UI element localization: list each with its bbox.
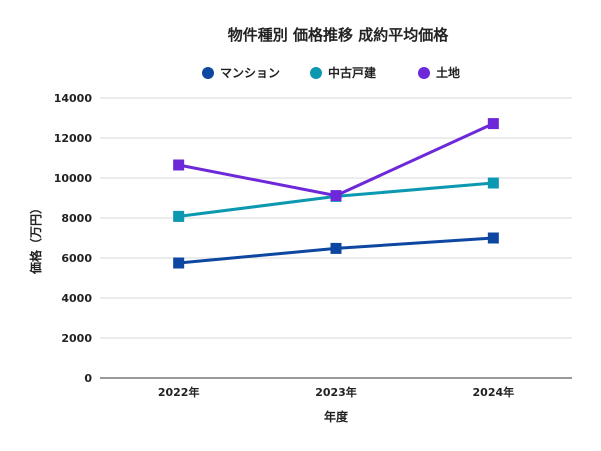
gridlines: [100, 97, 572, 339]
series-0: [173, 232, 499, 269]
legend-swatch-mansion: [202, 67, 214, 79]
series-line: [178, 122, 494, 198]
data-point-marker[interactable]: [173, 210, 185, 222]
y-tick-label: 0: [84, 372, 92, 385]
chart-title: 物件種別 価格推移 成約平均価格: [228, 26, 449, 44]
x-axis-title: 年度: [324, 409, 349, 424]
legend-label-land: 土地: [436, 65, 460, 80]
legend-label-mansion: マンション: [220, 66, 280, 80]
legend-item-used-house[interactable]: 中古戸建: [310, 65, 377, 80]
x-tick-label: 2024年: [473, 385, 515, 399]
x-axis-ticks: 2022年 2023年 2024年: [158, 385, 514, 399]
data-point-marker[interactable]: [330, 190, 342, 202]
y-axis-ticks: 0 2000 4000 6000 8000 10000 12000 14000: [54, 92, 93, 385]
series-lines: [173, 118, 499, 269]
legend-swatch-land: [418, 67, 430, 79]
data-point-marker[interactable]: [173, 159, 185, 171]
data-point-marker[interactable]: [330, 242, 342, 254]
y-tick-label: 8000: [61, 212, 92, 225]
legend-item-mansion[interactable]: マンション: [202, 66, 280, 80]
y-tick-label: 10000: [54, 172, 93, 185]
y-tick-label: 12000: [54, 132, 93, 145]
y-tick-label: 14000: [54, 92, 93, 105]
y-tick-label: 6000: [61, 252, 92, 265]
series-2: [173, 118, 499, 202]
data-point-marker[interactable]: [487, 118, 499, 130]
legend-swatch-used-house: [310, 67, 322, 79]
y-tick-label: 2000: [61, 332, 92, 345]
legend-label-used-house: 中古戸建: [328, 65, 377, 80]
legend: マンション 中古戸建 土地: [202, 65, 460, 80]
x-tick-label: 2023年: [315, 385, 357, 399]
y-tick-label: 4000: [61, 292, 92, 305]
data-point-marker[interactable]: [487, 232, 499, 244]
data-point-marker[interactable]: [487, 177, 499, 189]
legend-item-land[interactable]: 土地: [418, 65, 460, 80]
y-axis-title: 価格（万円）: [28, 202, 43, 275]
x-tick-label: 2022年: [158, 385, 200, 399]
data-point-marker[interactable]: [173, 257, 185, 269]
